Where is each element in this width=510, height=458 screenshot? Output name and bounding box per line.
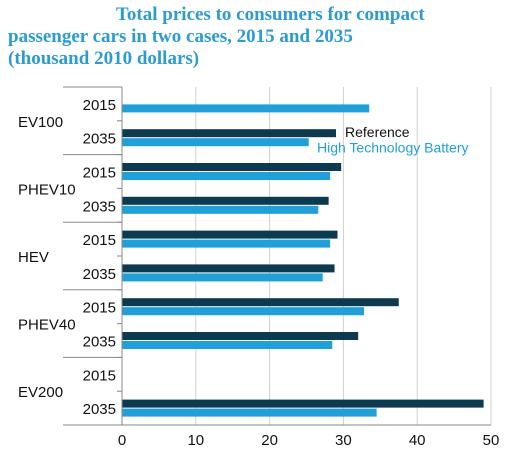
bar-reference-phev10-2015	[122, 163, 342, 171]
bar-high-tech-ev100-2035	[122, 138, 309, 147]
legend-high-technology-battery: High Technology Battery	[317, 140, 469, 156]
bar-high-tech-ev100-2015	[122, 104, 370, 113]
chart-title-line-2: passenger cars in two cases, 2015 and 20…	[8, 26, 353, 47]
x-tick-label: 10	[187, 432, 204, 449]
group-label-hev: HEV	[18, 249, 49, 266]
bar-high-tech-ev200-2035	[122, 408, 377, 417]
x-tick-label: 30	[335, 432, 352, 449]
year-label: 2035	[83, 401, 116, 418]
group-label-phev10: PHEV10	[18, 181, 76, 198]
bar-reference-ev200-2035	[122, 399, 484, 408]
chart-title-line-1: Total prices to consumers for compact	[116, 4, 425, 25]
year-label: 2015	[83, 300, 116, 317]
bar-high-tech-phev10-2035	[122, 205, 319, 214]
bar-high-tech-phev40-2035	[122, 341, 333, 349]
x-tick-label: 40	[409, 432, 426, 449]
bar-reference-hev-2015	[122, 230, 338, 239]
bar-high-tech-phev10-2015	[122, 172, 331, 180]
bar-reference-phev40-2015	[122, 298, 399, 307]
chart-title: Total prices to consumers for compact pa…	[8, 4, 508, 70]
x-tick-label: 0	[118, 432, 126, 449]
group-label-ev100: EV100	[18, 114, 63, 131]
year-label: 2015	[83, 165, 116, 182]
bar-reference-ev100-2035	[122, 129, 337, 138]
x-tick-label: 20	[261, 432, 278, 449]
bar-reference-phev10-2035	[122, 196, 329, 205]
x-tick-label: 50	[483, 432, 500, 449]
year-label: 2035	[83, 198, 116, 215]
year-label: 2035	[83, 131, 116, 148]
group-label-ev200: EV200	[18, 384, 63, 401]
group-label-phev40: PHEV40	[18, 317, 76, 334]
year-label: 2035	[83, 334, 116, 351]
year-label: 2015	[83, 367, 116, 384]
chart-title-line-3: (thousand 2010 dollars)	[8, 48, 200, 69]
bar-reference-phev40-2035	[122, 332, 359, 340]
year-label: 2035	[83, 266, 116, 283]
year-label: 2015	[83, 232, 116, 249]
bar-reference-hev-2035	[122, 264, 335, 273]
bar-high-tech-phev40-2015	[122, 307, 365, 316]
year-label: 2015	[83, 97, 116, 114]
bar-high-tech-hev-2035	[122, 273, 323, 282]
legend-reference: Reference	[345, 124, 410, 140]
bar-high-tech-hev-2015	[122, 239, 331, 248]
